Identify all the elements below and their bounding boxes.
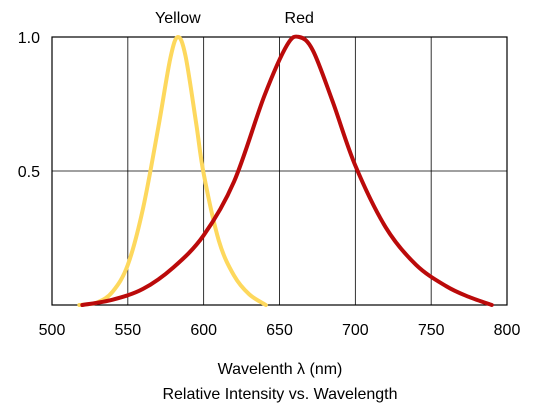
series-line-red bbox=[80, 34, 494, 307]
grid bbox=[52, 37, 507, 305]
tick-labels: 500 550 600 650 700 750 800 0.5 1.0 bbox=[18, 30, 521, 339]
plot-frame bbox=[51, 36, 508, 306]
x-tick-label-500: 500 bbox=[39, 322, 66, 339]
series-labels: Yellow Red bbox=[155, 10, 314, 27]
series-line-yellow bbox=[77, 35, 268, 307]
x-tick-label-700: 700 bbox=[342, 322, 369, 339]
series-lines bbox=[77, 34, 494, 307]
x-tick-label-600: 600 bbox=[190, 322, 217, 339]
y-tick-label-1: 1.0 bbox=[18, 30, 40, 47]
x-tick-label-750: 750 bbox=[418, 322, 445, 339]
x-axis-label: Wavelenth λ (nm) bbox=[218, 361, 343, 378]
series-label-red: Red bbox=[285, 10, 314, 27]
x-tick-label-800: 800 bbox=[494, 322, 521, 339]
y-tick-label-0: 0.5 bbox=[18, 164, 40, 181]
series-label-yellow: Yellow bbox=[155, 10, 201, 27]
x-tick-label-550: 550 bbox=[114, 322, 141, 339]
chart-title: Relative Intensity vs. Wavelength bbox=[162, 386, 397, 403]
x-tick-label-650: 650 bbox=[266, 322, 293, 339]
